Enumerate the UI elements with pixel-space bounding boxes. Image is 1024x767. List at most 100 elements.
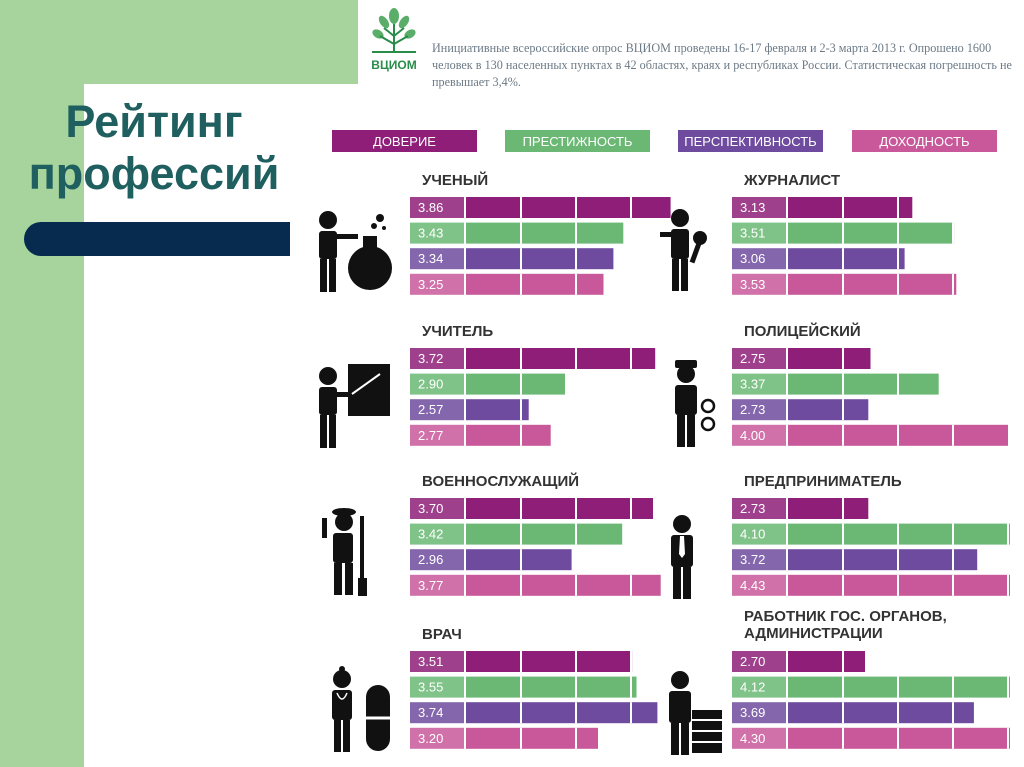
profession-2-value-2: 3.42 — [418, 527, 443, 542]
profession-0-value-4: 3.25 — [418, 277, 443, 292]
profession-4-value-3: 3.06 — [740, 251, 765, 266]
profession-1-name: УЧИТЕЛЬ — [422, 323, 493, 340]
profession-4-value-1: 3.13 — [740, 200, 765, 215]
profession-5-value-4: 4.00 — [740, 428, 765, 443]
profession-4-bar-1 — [788, 197, 913, 218]
profession-7-name: РАБОТНИК ГОС. ОРГАНОВ, АДМИНИСТРАЦИИ — [744, 608, 947, 642]
profession-3-bar-4 — [466, 727, 598, 749]
profession-1-value-box-3 — [410, 399, 464, 421]
profession-7-value-box-4 — [732, 727, 786, 749]
title-accent-bar — [24, 222, 290, 256]
legend-label-4: ДОХОДНОСТЬ — [879, 134, 969, 149]
profession-1-value-3: 2.57 — [418, 402, 443, 417]
profession-3-value-box-2 — [410, 676, 464, 698]
profession-6-value-3: 3.72 — [740, 552, 765, 567]
profession-7-value-3: 3.69 — [740, 705, 765, 720]
profession-1-value-box-1 — [410, 348, 464, 369]
profession-0-bar-1 — [466, 197, 671, 218]
profession-1-bar-1 — [466, 348, 656, 369]
legend-label-2: ПРЕСТИЖНОСТЬ — [523, 134, 633, 149]
vciom-logo-icon — [372, 8, 416, 53]
scientist-icon — [319, 211, 392, 292]
profession-0-bar-3 — [466, 248, 614, 270]
profession-6-value-box-4 — [732, 574, 786, 596]
profession-7-bar-3 — [788, 702, 974, 724]
profession-0-name: УЧЕНЫЙ — [422, 171, 488, 189]
profession-2-value-box-3 — [410, 549, 464, 571]
profession-3-value-box-4 — [410, 727, 464, 749]
profession-7-value-2: 4.12 — [740, 680, 765, 695]
survey-note: Инициативные всероссийские опрос ВЦИОМ п… — [432, 41, 1012, 89]
profession-4-value-box-4 — [732, 273, 786, 295]
profession-7-value-box-1 — [732, 651, 786, 672]
chart-legend: ДОВЕРИЕ ПРЕСТИЖНОСТЬ ПЕРСПЕКТИВНОСТЬ ДОХОДН… — [332, 130, 997, 152]
green-header-band — [0, 0, 358, 84]
profession-6-value-box-2 — [732, 523, 786, 545]
chart-labels: УЧЕНЫЙ 3.86 3.43 3.34 3.25 УЧИТЕЛЬ 3.72 2.90 2.5… — [418, 171, 947, 746]
profession-1-value-box-4 — [410, 424, 464, 446]
profession-2-value-1: 3.70 — [418, 501, 443, 516]
profession-5-bar-3 — [788, 399, 869, 421]
green-sidebar — [0, 0, 84, 767]
profession-5-name: ПОЛИЦЕЙСКИЙ — [744, 322, 861, 340]
profession-5-value-box-2 — [732, 373, 786, 395]
profession-7-value-box-3 — [732, 702, 786, 724]
profession-2-bar-4 — [466, 574, 661, 596]
profession-6-value-1: 2.73 — [740, 501, 765, 516]
profession-0-value-box-3 — [410, 248, 464, 270]
profession-2-value-4: 3.77 — [418, 578, 443, 593]
profession-5-value-box-1 — [732, 348, 786, 369]
profession-icons — [319, 209, 722, 755]
profession-1-bar-4 — [466, 424, 551, 446]
profession-2-bar-1 — [466, 498, 653, 519]
profession-0-value-box-2 — [410, 222, 464, 244]
profession-5-bar-1 — [788, 348, 871, 369]
profession-2-value-box-1 — [410, 498, 464, 519]
profession-4-value-box-3 — [732, 248, 786, 270]
profession-4-bar-4 — [788, 273, 957, 295]
profession-4-value-box-2 — [732, 222, 786, 244]
profession-5-value-3: 2.73 — [740, 402, 765, 417]
profession-3-name: ВРАЧ — [422, 626, 462, 643]
profession-2-bar-2 — [466, 523, 623, 545]
profession-1-value-4: 2.77 — [418, 428, 443, 443]
profession-0-bar-4 — [466, 273, 604, 295]
profession-3-bar-1 — [466, 651, 633, 672]
civil-servant-icon — [669, 671, 722, 755]
slide-title: Рейтинг профессий — [14, 96, 294, 200]
profession-6-value-box-1 — [732, 498, 786, 519]
profession-5-value-box-4 — [732, 424, 786, 446]
profession-5-value-2: 3.37 — [740, 377, 765, 392]
profession-6-value-box-3 — [732, 549, 786, 571]
police-officer-icon — [675, 360, 716, 447]
profession-5-value-1: 2.75 — [740, 351, 765, 366]
profession-1-value-box-2 — [410, 373, 464, 395]
profession-3-value-1: 3.51 — [418, 654, 443, 669]
profession-2-value-box-4 — [410, 574, 464, 596]
profession-4-bar-2 — [788, 222, 955, 244]
profession-2-value-3: 2.96 — [418, 552, 443, 567]
legend-swatch-4 — [852, 130, 997, 152]
profession-0-value-2: 3.43 — [418, 226, 443, 241]
slide-title-line2: профессий — [28, 148, 280, 199]
doctor-icon — [332, 666, 390, 752]
legend-swatch-2 — [505, 130, 650, 152]
profession-rating-chart: ДОВЕРИЕ ПРЕСТИЖНОСТЬ ПЕРСПЕКТИВНОСТЬ ДОХОДН… — [319, 130, 1010, 755]
profession-4-bar-3 — [788, 248, 905, 270]
profession-7-bar-1 — [788, 651, 865, 672]
profession-3-value-2: 3.55 — [418, 680, 443, 695]
profession-4-name: ЖУРНАЛИСТ — [743, 172, 840, 189]
profession-0-value-1: 3.86 — [418, 200, 443, 215]
profession-3-value-4: 3.20 — [418, 731, 443, 746]
profession-2-bar-3 — [466, 549, 572, 571]
profession-3-value-box-1 — [410, 651, 464, 672]
profession-3-value-3: 3.74 — [418, 705, 443, 720]
profession-7-value-4: 4.30 — [740, 731, 765, 746]
profession-1-value-1: 3.72 — [418, 351, 443, 366]
slide-title-line1: Рейтинг — [65, 96, 243, 147]
profession-7-value-box-2 — [732, 676, 786, 698]
profession-5-bar-2 — [788, 373, 939, 395]
profession-2-name: ВОЕННОСЛУЖАЩИЙ — [422, 472, 579, 490]
profession-4-value-box-1 — [732, 197, 786, 218]
